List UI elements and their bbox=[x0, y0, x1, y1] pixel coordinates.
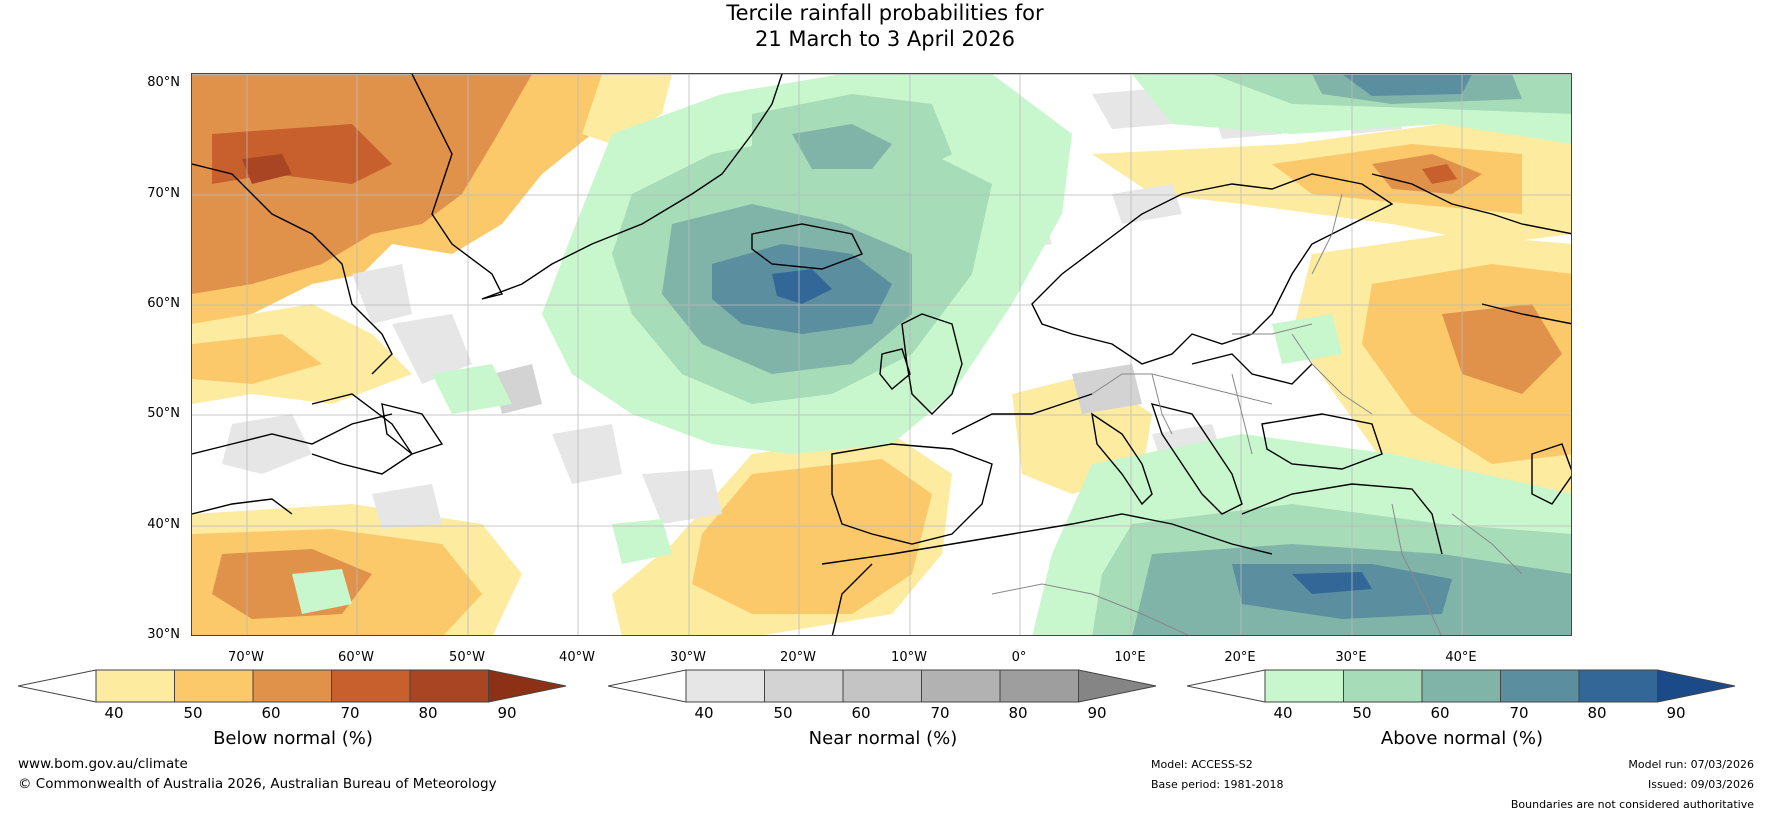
above-normal-colorbar bbox=[1187, 669, 1736, 703]
rainfall-probability-map bbox=[191, 73, 1572, 636]
lon-label-70w: 70°W bbox=[228, 650, 264, 665]
near-tick-40: 40 bbox=[694, 704, 714, 722]
lon-label-20e: 20°E bbox=[1224, 650, 1256, 665]
above-tick-80: 80 bbox=[1587, 704, 1607, 722]
below-normal-colorbar bbox=[18, 669, 567, 703]
near-normal-label: Near normal (%) bbox=[808, 728, 958, 749]
graticule bbox=[192, 74, 1571, 635]
lon-label-50w: 50°W bbox=[449, 650, 485, 665]
near-tick-90: 90 bbox=[1087, 704, 1107, 722]
above-normal-regions bbox=[292, 74, 1571, 635]
footer-base-period: Base period: 1981-2018 bbox=[1151, 778, 1284, 791]
lon-label-30w: 30°W bbox=[670, 650, 706, 665]
footer-issued: Issued: 09/03/2026 bbox=[1647, 778, 1754, 791]
map-canvas bbox=[192, 74, 1571, 635]
footer-model-run: Model run: 07/03/2026 bbox=[1628, 758, 1754, 771]
lat-label-60n: 60°N bbox=[147, 296, 180, 311]
lon-label-20w: 20°W bbox=[780, 650, 816, 665]
lat-label-50n: 50°N bbox=[147, 406, 180, 421]
title-line-1: Tercile rainfall probabilities for bbox=[726, 1, 1044, 25]
below-tick-60: 60 bbox=[261, 704, 281, 722]
footer-copyright: © Commonwealth of Australia 2026, Austra… bbox=[18, 776, 497, 792]
below-normal-label: Below normal (%) bbox=[213, 728, 373, 749]
below-tick-40: 40 bbox=[104, 704, 124, 722]
near-normal-colorbar bbox=[608, 669, 1157, 703]
near-tick-80: 80 bbox=[1008, 704, 1028, 722]
lon-label-30e: 30°E bbox=[1335, 650, 1367, 665]
lat-label-80n: 80°N bbox=[147, 75, 180, 90]
coastlines bbox=[192, 74, 1571, 635]
below-tick-50: 50 bbox=[183, 704, 203, 722]
footer-model: Model: ACCESS-S2 bbox=[1151, 758, 1253, 771]
above-tick-40: 40 bbox=[1273, 704, 1293, 722]
above-tick-90: 90 bbox=[1666, 704, 1686, 722]
footer-url: www.bom.gov.au/climate bbox=[18, 756, 188, 772]
chart-title: Tercile rainfall probabilities for 21 Ma… bbox=[0, 0, 1770, 52]
lat-label-70n: 70°N bbox=[147, 186, 180, 201]
below-tick-90: 90 bbox=[497, 704, 517, 722]
above-tick-60: 60 bbox=[1430, 704, 1450, 722]
near-tick-50: 50 bbox=[773, 704, 793, 722]
near-tick-60: 60 bbox=[851, 704, 871, 722]
below-tick-70: 70 bbox=[340, 704, 360, 722]
above-tick-70: 70 bbox=[1509, 704, 1529, 722]
above-tick-50: 50 bbox=[1352, 704, 1372, 722]
lon-label-40w: 40°W bbox=[559, 650, 595, 665]
lon-label-60w: 60°W bbox=[338, 650, 374, 665]
lon-label-0: 0° bbox=[1011, 650, 1027, 665]
lon-label-10e: 10°E bbox=[1114, 650, 1146, 665]
title-line-2: 21 March to 3 April 2026 bbox=[755, 27, 1015, 51]
lon-label-10w: 10°W bbox=[891, 650, 927, 665]
below-tick-80: 80 bbox=[418, 704, 438, 722]
political-borders bbox=[991, 193, 1523, 635]
footer-disclaimer: Boundaries are not considered authoritat… bbox=[1510, 798, 1754, 811]
near-tick-70: 70 bbox=[930, 704, 950, 722]
lat-label-30n: 30°N bbox=[147, 627, 180, 642]
above-normal-label: Above normal (%) bbox=[1380, 728, 1544, 749]
lon-label-40e: 40°E bbox=[1445, 650, 1477, 665]
lat-label-40n: 40°N bbox=[147, 517, 180, 532]
